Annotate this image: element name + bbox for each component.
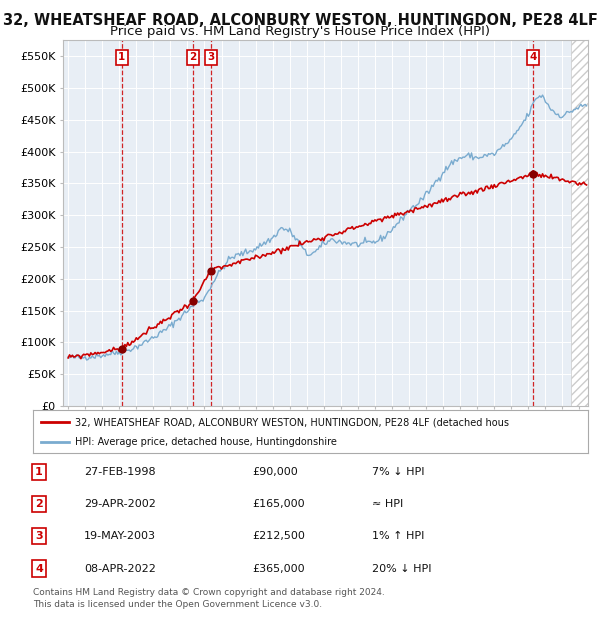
Text: £212,500: £212,500 [252, 531, 305, 541]
Text: 29-APR-2002: 29-APR-2002 [84, 499, 156, 509]
Text: 08-APR-2022: 08-APR-2022 [84, 564, 156, 574]
Text: 3: 3 [208, 53, 215, 63]
Text: £365,000: £365,000 [252, 564, 305, 574]
Bar [571, 40, 600, 406]
Text: Contains HM Land Registry data © Crown copyright and database right 2024.
This d: Contains HM Land Registry data © Crown c… [33, 588, 385, 609]
Text: HPI: Average price, detached house, Huntingdonshire: HPI: Average price, detached house, Hunt… [74, 437, 337, 447]
Text: 4: 4 [35, 564, 43, 574]
Text: £165,000: £165,000 [252, 499, 305, 509]
Text: 2: 2 [190, 53, 197, 63]
Text: ≈ HPI: ≈ HPI [372, 499, 403, 509]
Text: 4: 4 [529, 53, 536, 63]
Text: 32, WHEATSHEAF ROAD, ALCONBURY WESTON, HUNTINGDON, PE28 4LF: 32, WHEATSHEAF ROAD, ALCONBURY WESTON, H… [2, 13, 598, 28]
Text: 32, WHEATSHEAF ROAD, ALCONBURY WESTON, HUNTINGDON, PE28 4LF (detached hous: 32, WHEATSHEAF ROAD, ALCONBURY WESTON, H… [74, 417, 509, 427]
Bar [571, 40, 600, 406]
Text: 1: 1 [35, 467, 43, 477]
Text: 3: 3 [35, 531, 43, 541]
Text: 2: 2 [35, 499, 43, 509]
Text: 20% ↓ HPI: 20% ↓ HPI [372, 564, 431, 574]
Text: 1% ↑ HPI: 1% ↑ HPI [372, 531, 424, 541]
Text: 1: 1 [118, 53, 125, 63]
Text: 19-MAY-2003: 19-MAY-2003 [84, 531, 156, 541]
Text: 27-FEB-1998: 27-FEB-1998 [84, 467, 155, 477]
Text: Price paid vs. HM Land Registry's House Price Index (HPI): Price paid vs. HM Land Registry's House … [110, 25, 490, 38]
Text: 7% ↓ HPI: 7% ↓ HPI [372, 467, 425, 477]
Text: £90,000: £90,000 [252, 467, 298, 477]
